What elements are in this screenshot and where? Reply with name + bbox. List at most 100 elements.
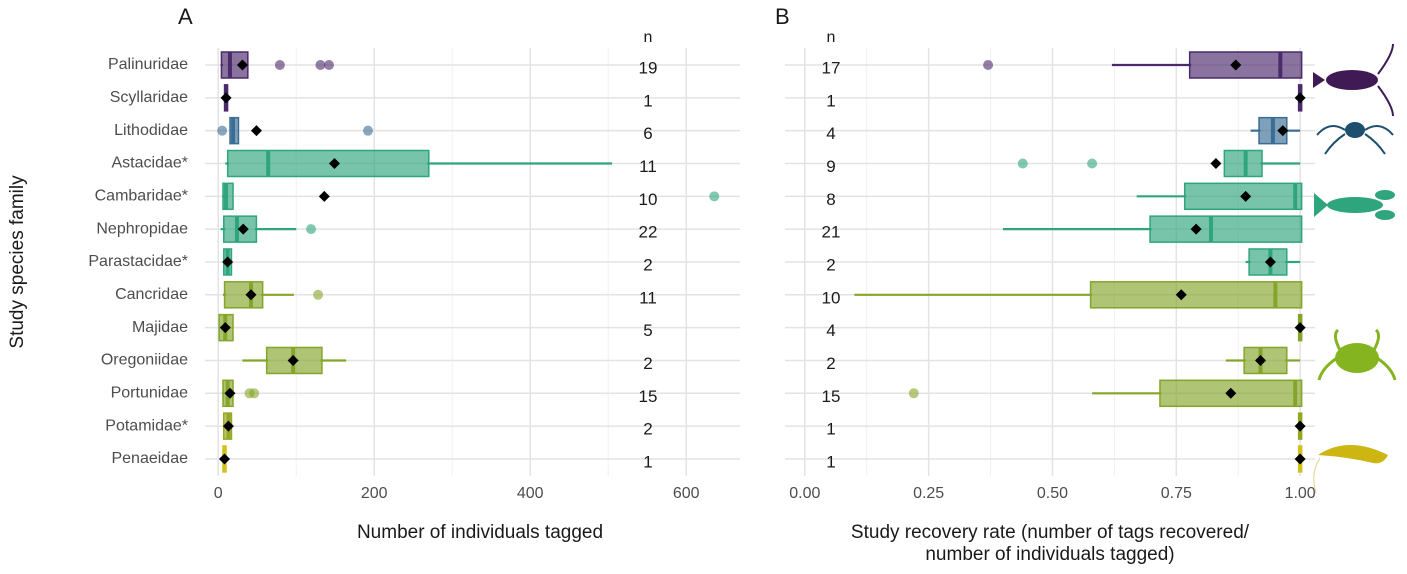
n-label: 22 bbox=[639, 223, 658, 242]
n-label: 11 bbox=[639, 288, 657, 307]
mean-marker bbox=[1255, 354, 1267, 366]
outlier bbox=[709, 191, 720, 202]
y-tick-label: Cambaridae* bbox=[95, 188, 188, 205]
y-tick-label: Penaeidae bbox=[111, 450, 188, 467]
mean-marker bbox=[236, 59, 248, 71]
n-header: n bbox=[644, 29, 653, 46]
n-label: 1 bbox=[643, 91, 652, 110]
outlier bbox=[1017, 158, 1028, 169]
x-tick-label: 0.25 bbox=[913, 485, 944, 502]
x-tick-label: 200 bbox=[361, 485, 388, 502]
n-label: 21 bbox=[822, 223, 841, 242]
shrimp-icon bbox=[1313, 445, 1388, 494]
x-tick-label: 600 bbox=[673, 485, 700, 502]
x-tick-label: 0.75 bbox=[1161, 485, 1192, 502]
box bbox=[1243, 346, 1288, 375]
n-label: 15 bbox=[822, 387, 841, 406]
n-label: 4 bbox=[826, 321, 835, 340]
n-label: 1 bbox=[826, 420, 835, 439]
outlier bbox=[217, 125, 228, 136]
outlier bbox=[362, 125, 373, 136]
n-label: 6 bbox=[643, 124, 652, 143]
box bbox=[1149, 215, 1303, 243]
n-label: 2 bbox=[643, 420, 652, 439]
box bbox=[1089, 281, 1303, 309]
mean-marker bbox=[224, 387, 236, 399]
y-tick-label: Portunidae bbox=[111, 385, 188, 402]
n-label: 1 bbox=[826, 91, 835, 110]
y-tick-label: Scyllaridae bbox=[110, 89, 188, 106]
n-label: 9 bbox=[826, 157, 835, 176]
mean-marker bbox=[1294, 420, 1306, 432]
x-tick-label: 400 bbox=[517, 485, 544, 502]
y-axis-title: Study species family bbox=[7, 175, 28, 349]
mean-marker bbox=[1210, 157, 1222, 169]
n-header: n bbox=[827, 29, 836, 46]
y-tick-label: Potamidae* bbox=[105, 417, 188, 434]
mean-marker bbox=[1277, 125, 1289, 137]
n-label: 1 bbox=[643, 452, 652, 471]
x-axis-title: Study recovery rate (number of tags reco… bbox=[851, 522, 1250, 543]
y-tick-label: Parastacidae* bbox=[88, 253, 188, 270]
box bbox=[1223, 149, 1263, 178]
n-label: 11 bbox=[639, 157, 657, 176]
n-label: 2 bbox=[826, 354, 835, 373]
box bbox=[1188, 51, 1303, 79]
y-tick-label: Lithodidae bbox=[114, 122, 188, 139]
mean-marker bbox=[1294, 453, 1306, 465]
mean-marker bbox=[220, 92, 232, 104]
outlier bbox=[1087, 158, 1098, 169]
mean-marker bbox=[1175, 289, 1187, 301]
lobster-icon bbox=[1313, 43, 1394, 117]
x-tick-label: 0.50 bbox=[1037, 485, 1068, 502]
n-label: 10 bbox=[639, 190, 658, 209]
n-label: 2 bbox=[643, 354, 652, 373]
box bbox=[226, 149, 430, 178]
outlier bbox=[274, 60, 285, 70]
n-label: 5 bbox=[643, 321, 652, 340]
mean-marker bbox=[219, 322, 231, 334]
mean-marker bbox=[245, 289, 257, 301]
crab-icon bbox=[1317, 328, 1397, 381]
n-label: 8 bbox=[826, 190, 835, 209]
mean-marker bbox=[250, 125, 262, 137]
mean-marker bbox=[318, 190, 330, 202]
mean-marker bbox=[1230, 59, 1242, 71]
n-label: 4 bbox=[826, 124, 835, 143]
n-label: 10 bbox=[822, 288, 841, 307]
y-tick-label: Palinuridae bbox=[108, 56, 188, 73]
y-tick-label: Nephropidae bbox=[96, 220, 188, 237]
box bbox=[1183, 182, 1303, 211]
mean-marker bbox=[237, 223, 249, 235]
outlier bbox=[908, 388, 919, 399]
mean-marker bbox=[1264, 256, 1276, 268]
mean-marker bbox=[1294, 92, 1306, 104]
mean-marker bbox=[222, 420, 234, 432]
mean-marker bbox=[222, 256, 234, 268]
outlier bbox=[249, 388, 260, 399]
outlier bbox=[324, 60, 335, 70]
y-tick-label: Astacidae* bbox=[112, 155, 189, 172]
mean-marker bbox=[1294, 322, 1306, 334]
box bbox=[223, 281, 264, 309]
x-tick-label: 0.00 bbox=[789, 485, 820, 502]
n-label: 2 bbox=[643, 255, 652, 274]
n-label: 19 bbox=[639, 58, 658, 77]
y-tick-label: Majidae bbox=[132, 319, 188, 336]
outlier bbox=[315, 60, 326, 70]
x-tick-label: 1.00 bbox=[1285, 485, 1316, 502]
n-label: 15 bbox=[639, 387, 658, 406]
mean-marker bbox=[328, 157, 340, 169]
x-tick-label: 0 bbox=[214, 485, 223, 502]
outlier bbox=[983, 60, 994, 70]
y-tick-label: Cancridae bbox=[115, 286, 188, 303]
panel-label: A bbox=[178, 4, 193, 29]
x-axis-title: Number of individuals tagged bbox=[357, 522, 603, 543]
crayfish-icon bbox=[1314, 190, 1395, 220]
x-axis-title: number of individuals tagged) bbox=[925, 544, 1174, 565]
outlier bbox=[306, 224, 317, 235]
outlier bbox=[313, 289, 324, 300]
species-icons bbox=[1313, 43, 1397, 494]
panel-label: B bbox=[775, 4, 790, 29]
